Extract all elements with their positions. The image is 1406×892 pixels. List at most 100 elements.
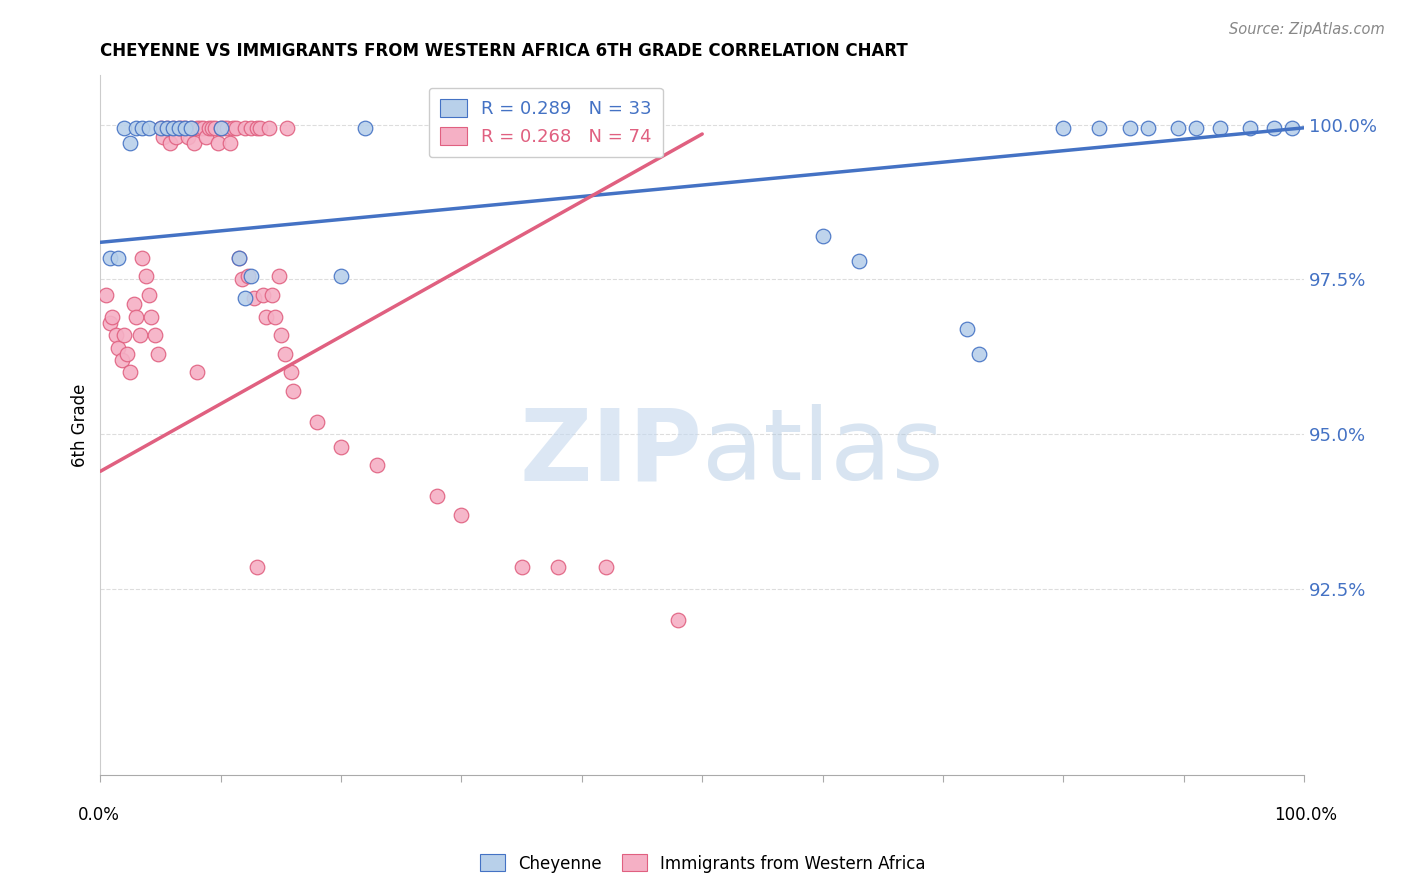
Text: ZIP: ZIP	[519, 404, 702, 501]
Point	[112, 120, 135, 135]
Point	[135, 269, 157, 284]
Point	[162, 120, 184, 135]
Point	[120, 365, 142, 379]
Point	[1167, 120, 1189, 135]
Point	[215, 120, 238, 135]
Point	[197, 120, 219, 135]
Point	[273, 347, 295, 361]
Point	[225, 120, 247, 135]
Point	[450, 508, 472, 522]
Point	[159, 136, 181, 151]
Point	[214, 120, 236, 135]
Point	[209, 120, 232, 135]
Point	[204, 120, 226, 135]
Point	[125, 120, 148, 135]
Point	[165, 130, 187, 145]
Point	[264, 310, 287, 324]
Text: atlas: atlas	[702, 404, 943, 501]
Point	[280, 365, 302, 379]
Point	[186, 365, 208, 379]
Point	[149, 120, 172, 135]
Point	[1118, 120, 1140, 135]
Point	[131, 120, 153, 135]
Point	[125, 310, 148, 324]
Point	[233, 291, 256, 305]
Point	[105, 328, 128, 343]
Point	[1263, 120, 1285, 135]
Point	[256, 310, 278, 324]
Point	[848, 253, 870, 268]
Point	[1184, 120, 1206, 135]
Text: 0.0%: 0.0%	[79, 806, 120, 824]
Point	[188, 120, 211, 135]
Point	[155, 120, 177, 135]
Point	[201, 120, 224, 135]
Point	[183, 136, 205, 151]
Point	[172, 120, 194, 135]
Point	[330, 269, 353, 284]
Point	[152, 130, 174, 145]
Point	[146, 347, 169, 361]
Point	[138, 120, 160, 135]
Point	[138, 288, 160, 302]
Point	[956, 322, 979, 336]
Point	[239, 269, 262, 284]
Point	[173, 120, 195, 135]
Point	[270, 328, 292, 343]
Point	[180, 120, 202, 135]
Point	[426, 489, 449, 503]
Point	[243, 291, 266, 305]
Point	[186, 120, 208, 135]
Point	[238, 269, 260, 284]
Point	[143, 328, 166, 343]
Point	[122, 297, 145, 311]
Point	[249, 120, 271, 135]
Point	[239, 120, 262, 135]
Point	[811, 229, 834, 244]
Point	[1209, 120, 1232, 135]
Point	[177, 130, 200, 145]
Point	[1052, 120, 1074, 135]
Point	[107, 251, 129, 265]
Point	[246, 120, 269, 135]
Point	[155, 120, 177, 135]
Point	[330, 440, 353, 454]
Point	[98, 316, 121, 330]
Point	[510, 560, 533, 574]
Point	[129, 328, 152, 343]
Point	[149, 120, 172, 135]
Point	[257, 120, 280, 135]
Point	[305, 415, 328, 429]
Point	[209, 120, 232, 135]
Point	[366, 458, 388, 472]
Point	[96, 288, 118, 302]
Point	[191, 120, 214, 135]
Point	[180, 120, 202, 135]
Point	[281, 384, 304, 398]
Legend: Cheyenne, Immigrants from Western Africa: Cheyenne, Immigrants from Western Africa	[474, 847, 932, 880]
Point	[233, 120, 256, 135]
Point	[267, 269, 290, 284]
Point	[98, 251, 121, 265]
Point	[207, 136, 229, 151]
Point	[354, 120, 377, 135]
Text: CHEYENNE VS IMMIGRANTS FROM WESTERN AFRICA 6TH GRADE CORRELATION CHART: CHEYENNE VS IMMIGRANTS FROM WESTERN AFRI…	[100, 42, 908, 60]
Y-axis label: 6th Grade: 6th Grade	[72, 384, 89, 467]
Point	[111, 352, 134, 367]
Point	[167, 120, 190, 135]
Point	[219, 136, 242, 151]
Point	[246, 560, 269, 574]
Text: Source: ZipAtlas.com: Source: ZipAtlas.com	[1229, 22, 1385, 37]
Point	[1088, 120, 1111, 135]
Point	[112, 328, 135, 343]
Point	[107, 341, 129, 355]
Point	[276, 120, 298, 135]
Point	[195, 130, 218, 145]
Point	[173, 120, 195, 135]
Point	[101, 310, 124, 324]
Point	[167, 120, 190, 135]
Point	[547, 560, 569, 574]
Point	[115, 347, 138, 361]
Point	[231, 272, 253, 286]
Point	[162, 120, 184, 135]
